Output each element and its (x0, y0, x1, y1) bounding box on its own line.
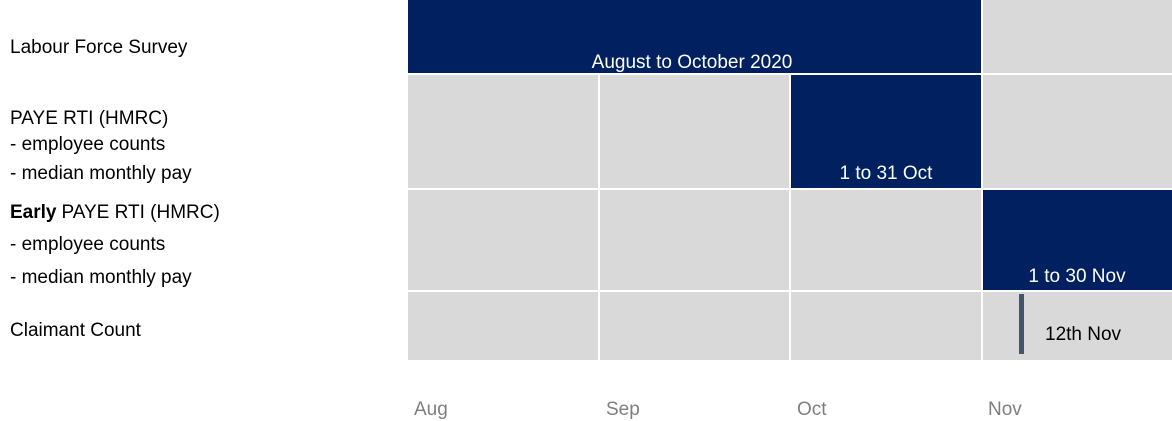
month-label: Aug (414, 399, 448, 420)
source-label: - employee counts (10, 234, 165, 255)
cell (983, 0, 1172, 73)
period-bar (408, 0, 981, 73)
cell (408, 190, 598, 290)
period-bar (983, 190, 1172, 290)
month-label: Nov (988, 399, 1022, 420)
cell (983, 292, 1172, 360)
source-label: Claimant Count (10, 320, 142, 341)
cell (408, 292, 598, 360)
month-label: Oct (797, 399, 827, 420)
month-label: Sep (606, 399, 640, 420)
source-text: PAYE RTI (HMRC) (61, 202, 219, 223)
date-marker (1019, 294, 1024, 354)
source-label: - median monthly pay (10, 163, 192, 184)
cell (791, 190, 981, 290)
period-label: 12th Nov (1045, 324, 1122, 345)
source-emphasis: Early (10, 202, 57, 223)
cell (408, 75, 598, 188)
cell (600, 190, 789, 290)
source-label: Labour Force Survey (10, 37, 188, 58)
period-bar (791, 75, 981, 188)
source-label: Early PAYE RTI (HMRC) (10, 202, 220, 223)
source-label: - employee counts (10, 134, 165, 155)
source-label: PAYE RTI (HMRC) (10, 108, 168, 129)
period-label: August to October 2020 (592, 52, 793, 73)
cell (600, 75, 789, 188)
source-label: - median monthly pay (10, 267, 192, 288)
period-label: 1 to 31 Oct (840, 163, 934, 184)
period-label: 1 to 30 Nov (1028, 266, 1126, 287)
cell (600, 292, 789, 360)
cell (791, 292, 981, 360)
cell (983, 75, 1172, 188)
